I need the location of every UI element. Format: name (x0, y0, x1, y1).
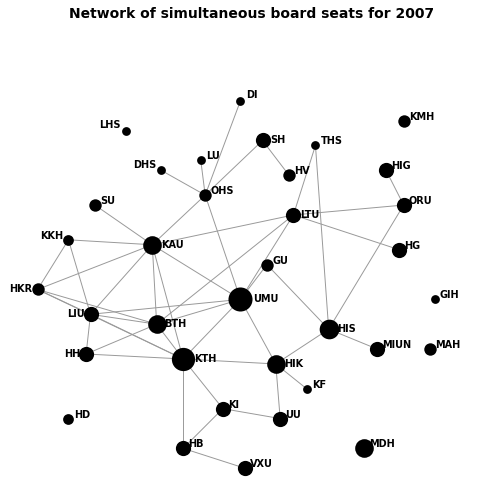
Text: HD: HD (74, 410, 90, 420)
Text: KTH: KTH (194, 354, 217, 364)
Text: HKR: HKR (9, 284, 32, 294)
Point (241, 464, 249, 472)
Text: BTH: BTH (165, 319, 187, 329)
Point (87, 310, 95, 318)
Text: HIK: HIK (284, 359, 303, 369)
Text: HH: HH (65, 349, 81, 359)
Text: HV: HV (294, 166, 310, 176)
Point (360, 444, 368, 452)
Text: LU: LU (206, 152, 220, 162)
Text: VXU: VXU (250, 460, 273, 469)
Point (148, 241, 156, 249)
Text: DHS: DHS (133, 160, 157, 170)
Point (237, 296, 245, 304)
Point (263, 260, 271, 268)
Text: MIUN: MIUN (383, 340, 412, 350)
Point (91, 201, 99, 209)
Point (426, 345, 434, 353)
Point (373, 345, 381, 353)
Point (65, 414, 73, 422)
Text: MDH: MDH (369, 440, 395, 450)
Point (65, 236, 73, 244)
Text: KMH: KMH (409, 112, 434, 122)
Point (285, 171, 293, 179)
Text: HG: HG (405, 241, 421, 251)
Point (400, 201, 408, 209)
Text: SU: SU (100, 196, 115, 206)
Point (179, 444, 187, 452)
Text: LTU: LTU (300, 210, 319, 220)
Text: THS: THS (321, 136, 343, 146)
Text: HIS: HIS (338, 324, 356, 334)
Point (382, 166, 390, 174)
Text: ORU: ORU (409, 196, 433, 206)
Text: UU: UU (286, 410, 301, 420)
Point (400, 116, 408, 124)
Point (122, 126, 130, 134)
Point (290, 211, 297, 219)
Text: HB: HB (189, 440, 204, 450)
Point (272, 360, 280, 368)
Point (303, 385, 311, 393)
Point (237, 97, 245, 105)
Text: SH: SH (270, 136, 286, 145)
Point (325, 325, 333, 333)
Text: HIG: HIG (392, 162, 411, 172)
Text: LHS: LHS (99, 120, 121, 130)
Point (201, 191, 209, 199)
Text: GU: GU (272, 256, 288, 266)
Text: GIH: GIH (440, 290, 460, 300)
Point (153, 320, 161, 328)
Text: KI: KI (228, 400, 239, 409)
Text: KKH: KKH (40, 231, 63, 241)
Text: KF: KF (312, 380, 326, 390)
Point (395, 246, 403, 254)
Text: MAH: MAH (436, 340, 461, 350)
Point (259, 136, 267, 144)
Text: LIU: LIU (68, 310, 85, 320)
Point (312, 142, 319, 150)
Point (179, 355, 187, 363)
Point (157, 166, 165, 174)
Text: DI: DI (246, 90, 257, 100)
Point (276, 414, 284, 422)
Point (219, 404, 227, 412)
Point (197, 156, 205, 164)
Title: Network of simultaneous board seats for 2007: Network of simultaneous board seats for … (69, 7, 434, 21)
Point (82, 350, 90, 358)
Text: KAU: KAU (161, 240, 184, 250)
Point (34, 286, 42, 294)
Point (431, 296, 439, 304)
Text: OHS: OHS (211, 186, 234, 196)
Text: UMU: UMU (253, 294, 278, 304)
